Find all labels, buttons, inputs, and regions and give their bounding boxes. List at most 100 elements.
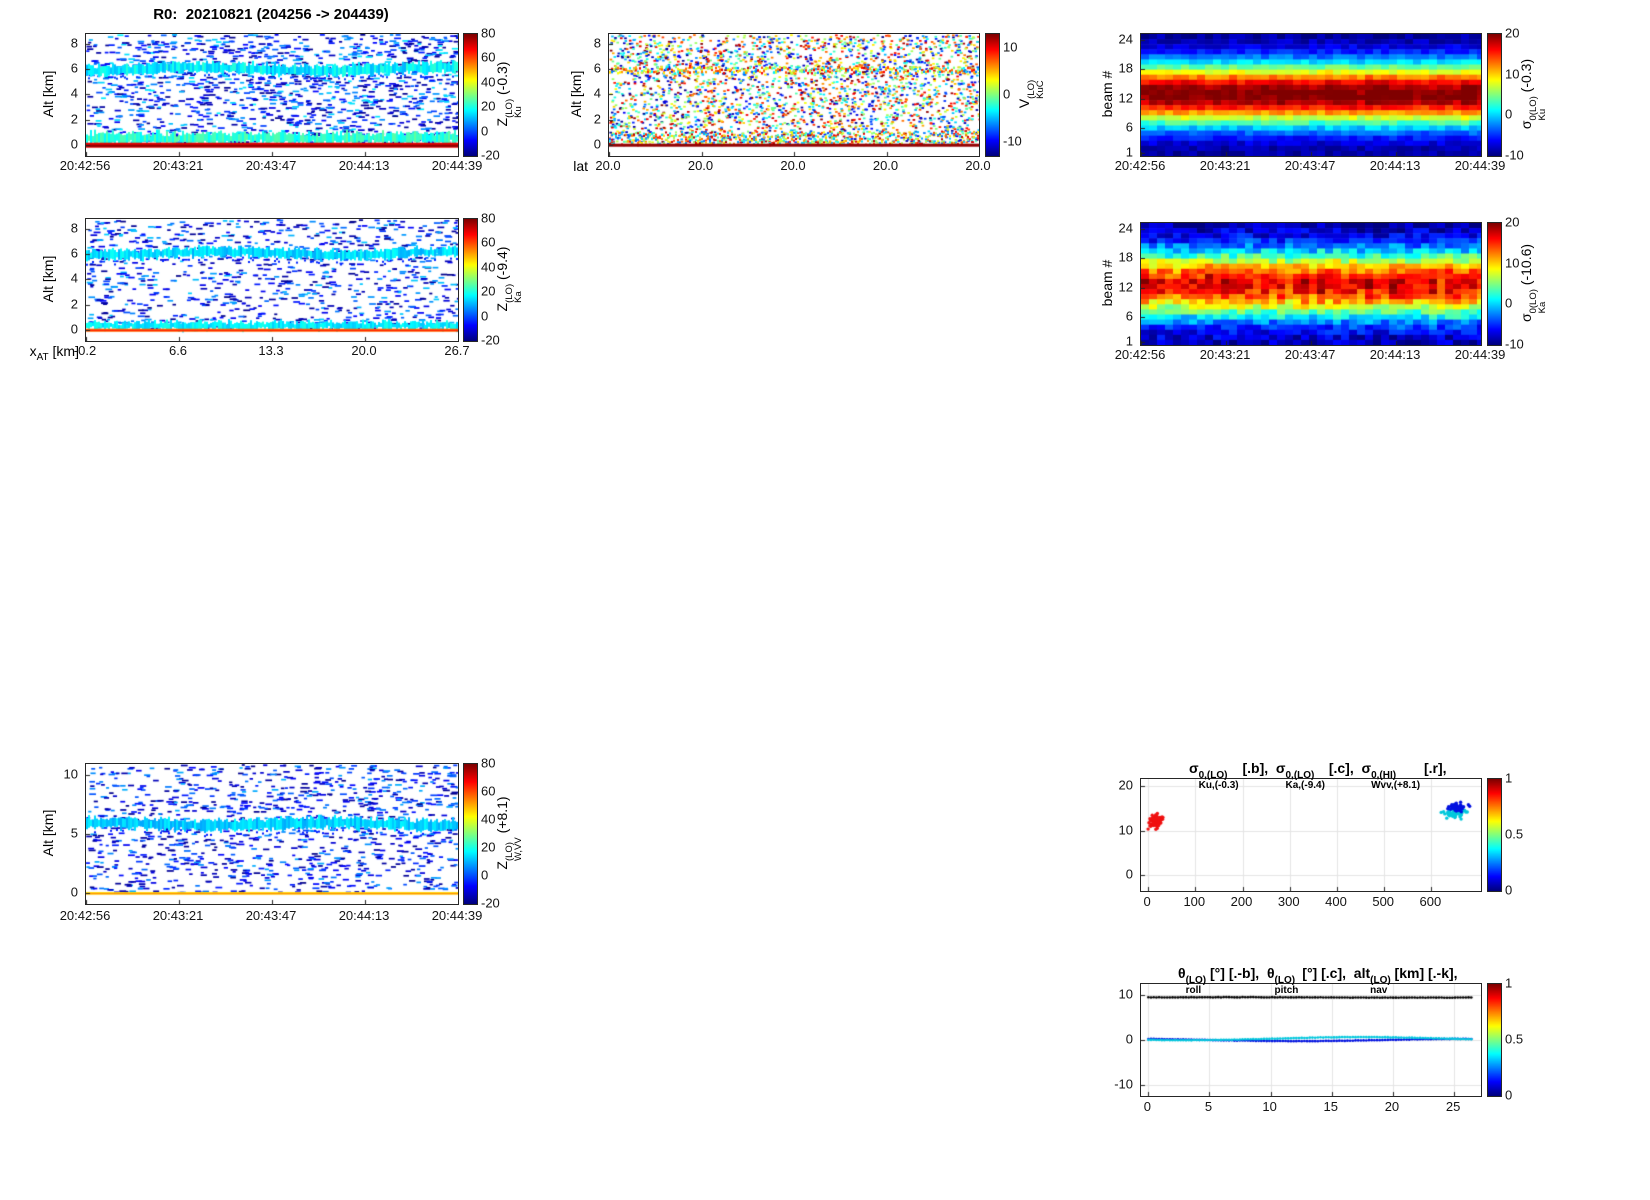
Z_Ka_curtain-colorbar-tick: 60 — [481, 234, 496, 250]
sigma0_Ku_beams-x-tick: 20:43:21 — [1199, 158, 1251, 173]
Z_W_curtain-colorbar-tick: 0 — [481, 867, 489, 883]
Z_Ka_curtain-y-tick: 2 — [70, 296, 78, 312]
sigma0-ka-ylabel: beam # — [1099, 259, 1115, 307]
Z_Ka_curtain-y-tick: 4 — [70, 270, 78, 286]
Z_Ku_curtain-colorbar-tick: 40 — [481, 74, 496, 90]
V_KuC_curtain-y-tick: 4 — [593, 85, 601, 101]
attitude-colorbar-canvas — [1488, 984, 1501, 1096]
Z_W_curtain-colorbar-tick: -20 — [481, 895, 500, 911]
Z_W_curtain-y-tick: 5 — [70, 825, 78, 841]
kuc-xlabel: lat — [573, 158, 588, 174]
kuc-colorbar-label: V (LO) KuC — [1016, 79, 1047, 109]
sigma0-ku-colorbar-canvas — [1488, 34, 1501, 156]
Z_Ku_curtain-y-tick: 2 — [70, 111, 78, 127]
kuc-velocity-colorbar — [985, 33, 1000, 157]
sigma0-scatter-colorbar — [1487, 778, 1502, 892]
zka-ylabel: Alt [km] — [40, 255, 56, 303]
V_KuC_curtain-colorbar-tick: 10 — [1003, 39, 1018, 55]
sigma0_Ka_beams-colorbar-tick: -10 — [1505, 336, 1524, 352]
Z_Ku_curtain-x-tick: 20:42:56 — [59, 158, 111, 173]
attitude_altitude-x-tick: 15 — [1323, 1099, 1339, 1114]
sigma0-ka-colorbar-canvas — [1488, 223, 1501, 345]
attitude_altitude-x-tick: 25 — [1445, 1099, 1461, 1114]
attitude_altitude-y-tick: 0 — [1125, 1031, 1133, 1047]
sigma0-ku-colorbar-label: σ 0(LO) Ku (-0.3) — [1518, 58, 1549, 130]
zku-reflectivity-panel — [85, 33, 459, 157]
sigma0-ka-colorbar — [1487, 222, 1502, 346]
V_KuC_curtain-colorbar-tick: 0 — [1003, 86, 1011, 102]
sigma0-ka-colorbar-label: σ 0(LO) Ka (-10.6) — [1518, 243, 1549, 323]
sigma0_timeseries-x-tick: 400 — [1325, 894, 1347, 909]
sigma0_timeseries-x-tick: 0 — [1143, 894, 1151, 909]
V_KuC_curtain-x-tick: 20.0 — [965, 158, 991, 173]
sigma0_Ka_beams-x-tick: 20:43:47 — [1284, 347, 1336, 362]
zka-heatmap-canvas — [86, 219, 458, 341]
sigma0-ku-canvas — [1141, 34, 1481, 156]
kuc-doppler-velocity-panel — [608, 33, 980, 157]
sigma0_Ku_beams-x-tick: 20:44:13 — [1369, 158, 1421, 173]
sigma0_Ka_beams-colorbar-tick: 20 — [1505, 214, 1520, 230]
Z_Ku_curtain-colorbar-tick: 80 — [481, 25, 496, 41]
Z_Ka_curtain-y-tick: 6 — [70, 245, 78, 261]
sigma0_timeseries-x-tick: 200 — [1230, 894, 1253, 909]
sigma0_Ka_beams-colorbar-tick: 10 — [1505, 255, 1520, 271]
kuc-velocity-canvas — [609, 34, 979, 156]
Z_Ka_curtain-colorbar-tick: 40 — [481, 259, 496, 275]
sigma0_Ka_beams-y-tick: 18 — [1118, 249, 1133, 265]
Z_W_curtain-y-tick: 0 — [70, 884, 78, 900]
Z_W_curtain-colorbar-tick: 20 — [481, 839, 496, 855]
zka-colorbar-label: Z (LO) Ka (-9.4) — [494, 246, 525, 312]
zw-heatmap-canvas — [86, 764, 458, 904]
sigma0_Ku_beams-y-tick: 6 — [1125, 119, 1133, 135]
zka-colorbar-canvas — [464, 219, 477, 341]
Z_Ka_curtain-y-tick: 8 — [70, 220, 78, 236]
attitude_altitude-y-tick: -10 — [1114, 1076, 1133, 1092]
Z_W_curtain-x-tick: 20:43:47 — [245, 908, 297, 923]
Z_W_curtain-x-tick: 20:42:56 — [59, 908, 111, 923]
Z_Ku_curtain-x-tick: 20:43:47 — [245, 158, 297, 173]
zku-ylabel: Alt [km] — [40, 70, 56, 118]
Z_Ka_curtain-colorbar-tick: -20 — [481, 332, 500, 348]
attitude_altitude-colorbar-tick: 0.5 — [1505, 1031, 1524, 1047]
sigma0-ku-colorbar — [1487, 33, 1502, 157]
attitude_altitude-x-tick: 5 — [1204, 1099, 1213, 1114]
sigma0_Ka_beams-y-tick: 6 — [1125, 308, 1133, 324]
Z_Ku_curtain-colorbar-tick: 60 — [481, 49, 496, 65]
Z_Ku_curtain-colorbar-tick: 0 — [481, 123, 489, 139]
sigma0-scatter-canvas — [1141, 779, 1481, 891]
Z_Ka_curtain-x-tick: -0.2 — [73, 343, 97, 358]
Z_Ka_curtain-x-tick: 6.6 — [168, 343, 188, 358]
sigma0_timeseries-y-tick: 10 — [1118, 822, 1133, 838]
zw-colorbar-label: Z (LO) W,VV (+8.1) — [494, 796, 525, 870]
kuc-colorbar-canvas — [986, 34, 999, 156]
sigma0_Ka_beams-y-tick: 24 — [1118, 220, 1133, 236]
Z_W_curtain-colorbar-tick: 80 — [481, 755, 496, 771]
sigma0_Ku_beams-colorbar-tick: 20 — [1505, 25, 1520, 41]
zw-reflectivity-panel — [85, 763, 459, 905]
Z_W_curtain-x-tick: 20:44:39 — [431, 908, 483, 923]
attitude-colorbar — [1487, 983, 1502, 1097]
Z_Ku_curtain-y-tick: 0 — [70, 136, 78, 152]
sigma0_timeseries-x-tick: 600 — [1419, 894, 1442, 909]
sigma0_timeseries-x-tick: 300 — [1277, 894, 1300, 909]
sigma0-ku-beam-panel — [1140, 33, 1482, 157]
Z_Ka_curtain-x-tick: 26.7 — [444, 343, 470, 358]
Z_W_curtain-x-tick: 20:44:13 — [338, 908, 390, 923]
attitude_altitude-y-tick: 10 — [1118, 986, 1133, 1002]
Z_Ku_curtain-y-tick: 6 — [70, 60, 78, 76]
sigma0_Ka_beams-x-tick: 20:42:56 — [1114, 347, 1166, 362]
zw-ylabel: Alt [km] — [40, 809, 56, 857]
attitude_altitude-x-tick: 10 — [1262, 1099, 1277, 1114]
attitude-line-canvas — [1141, 984, 1481, 1096]
attitude-title: θ (LO) roll [°] [.-b], θ (LO) pitch [°] [.c]… — [1178, 965, 1458, 996]
zka-colorbar — [463, 218, 478, 342]
Z_W_curtain-colorbar-tick: 40 — [481, 811, 496, 827]
Z_Ku_curtain-colorbar-tick: 20 — [481, 98, 496, 114]
zka-reflectivity-panel — [85, 218, 459, 342]
sigma0_Ku_beams-y-tick: 18 — [1118, 60, 1133, 76]
Z_Ka_curtain-colorbar-tick: 20 — [481, 283, 496, 299]
sigma0-scatter-title: σ 0,(LO) Ku,(-0.3) [.b], σ 0,(LO) Ka,(-9.4) … — [1189, 760, 1447, 791]
sigma0_Ku_beams-colorbar-tick: 10 — [1505, 66, 1520, 82]
sigma0_timeseries-x-tick: 100 — [1183, 894, 1206, 909]
